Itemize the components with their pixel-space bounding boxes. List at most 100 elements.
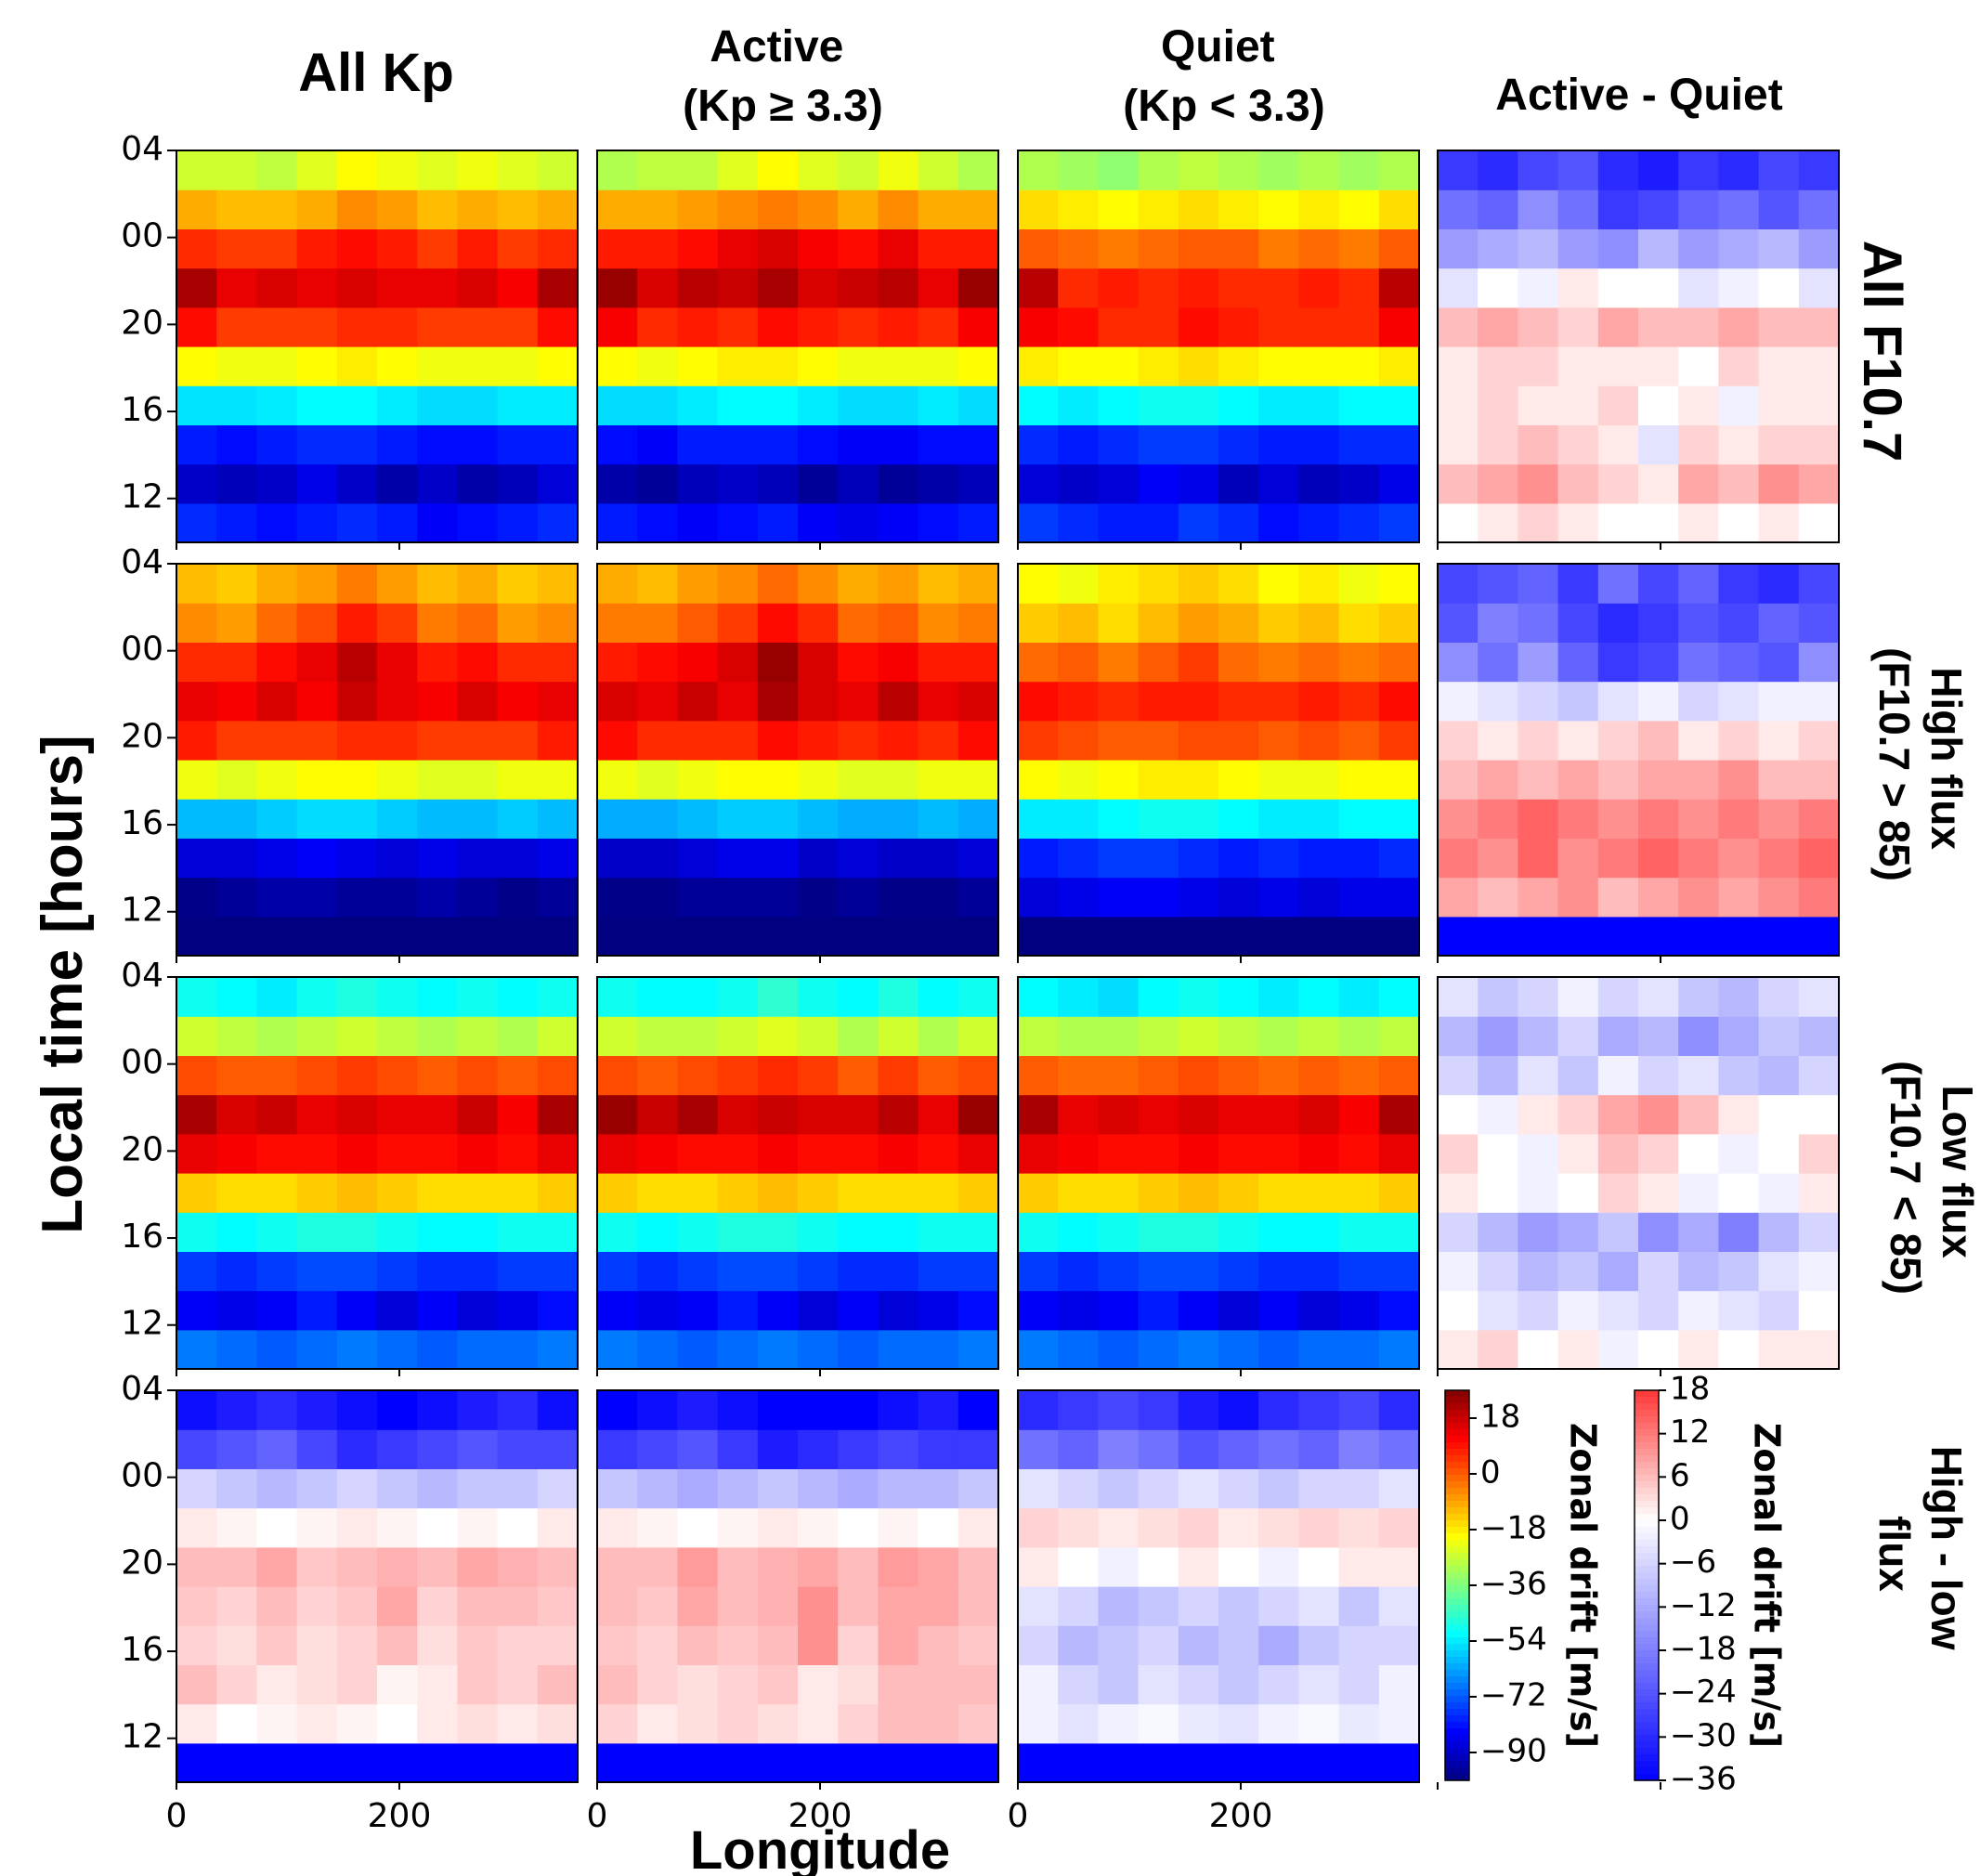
heatmap-cell [757, 1055, 799, 1096]
heatmap-cell [176, 1546, 217, 1587]
heatmap-cell [1678, 306, 1719, 347]
heatmap-cell [1798, 1016, 1840, 1056]
heatmap-cell [1798, 977, 1840, 1017]
heatmap-cell [838, 1251, 879, 1292]
heatmap-cell [1478, 1173, 1518, 1213]
heatmap-cell [878, 1664, 919, 1705]
heatmap-cell [838, 1507, 879, 1548]
heatmap-cell [1338, 150, 1380, 190]
heatmap-cell [1438, 424, 1478, 465]
heatmap-cell [1718, 424, 1760, 465]
colorbar-segment [1445, 1559, 1469, 1567]
colorbar-segment [1635, 1741, 1659, 1749]
heatmap-cell [457, 267, 499, 308]
heatmap-cell [1098, 463, 1140, 504]
heatmap-cell [1597, 306, 1639, 347]
heatmap-cell [1557, 564, 1599, 604]
heatmap-cell [717, 1094, 759, 1135]
heatmap-cell [878, 838, 919, 879]
heatmap-cell [1438, 346, 1478, 386]
heatmap-cell [1258, 1133, 1299, 1174]
heatmap-cell [1258, 1390, 1299, 1430]
heatmap-cell [417, 1664, 458, 1705]
heatmap-cell [1478, 346, 1518, 386]
heatmap-cell [1258, 1016, 1299, 1056]
heatmap-cell [377, 838, 418, 879]
colorbar-segment [1445, 1761, 1469, 1768]
heatmap-cell [457, 603, 499, 643]
heatmap-cell [377, 681, 418, 722]
heatmap-cell [637, 1742, 678, 1783]
heatmap-cell [918, 502, 959, 543]
heatmap-cell [878, 977, 919, 1017]
heatmap-cell [457, 1742, 499, 1783]
heatmap-cell [1018, 977, 1059, 1017]
heatmap-cell [216, 1703, 257, 1744]
heatmap-cell [336, 1507, 378, 1548]
heatmap-cell [798, 1390, 839, 1430]
heatmap-cell [597, 1173, 638, 1213]
heatmap-cell [1678, 916, 1719, 957]
colorbar-tick-label: −24 [1670, 1674, 1737, 1711]
heatmap-cell [637, 385, 678, 425]
heatmap-cell [417, 267, 458, 308]
heatmap-cell [1557, 189, 1599, 229]
heatmap-cell [1178, 720, 1219, 761]
heatmap-cell [1597, 564, 1639, 604]
heatmap-cell [1178, 1390, 1219, 1430]
heatmap-cell [537, 1664, 579, 1705]
heatmap-cell [1557, 977, 1599, 1017]
heatmap-cell [957, 877, 999, 918]
heatmap-cell [918, 760, 959, 800]
heatmap-cell [497, 1429, 539, 1469]
heatmap-cell [838, 1329, 879, 1370]
heatmap-cell [677, 1390, 719, 1430]
colorbar-segment [1445, 1644, 1469, 1651]
heatmap-cell [878, 1586, 919, 1626]
heatmap-cell [1338, 1055, 1380, 1096]
heatmap-cell [336, 1055, 378, 1096]
heatmap-cell [1098, 720, 1140, 761]
heatmap-cell [1218, 228, 1259, 269]
heatmap-cell [497, 306, 539, 347]
heatmap-cell [957, 1742, 999, 1783]
heatmap-cell [417, 1625, 458, 1665]
heatmap-cell [1058, 603, 1099, 643]
heatmap-cell [1557, 306, 1599, 347]
heatmap-cell [1798, 424, 1840, 465]
colorbar-segment [1445, 1741, 1469, 1749]
heatmap-cell [1258, 720, 1299, 761]
colorbar-segment [1445, 1767, 1469, 1775]
heatmap-cell [1718, 189, 1760, 229]
heatmap-cell [1718, 1016, 1760, 1056]
heatmap-cell [957, 1468, 999, 1509]
heatmap-cell [757, 1742, 799, 1783]
heatmap-panel-r4-all-kp [176, 1389, 579, 1783]
heatmap-cell [1557, 1133, 1599, 1174]
heatmap-cell [1557, 267, 1599, 308]
heatmap-cell [1718, 306, 1760, 347]
heatmap-cell [597, 799, 638, 839]
heatmap-cell [216, 1468, 257, 1509]
heatmap-cell [216, 1016, 257, 1056]
heatmap-cell [1638, 977, 1679, 1017]
heatmap-cell [1098, 799, 1140, 839]
panel-frame [596, 150, 999, 543]
heatmap-cell [597, 1290, 638, 1331]
heatmap-cell [1718, 642, 1760, 683]
heatmap-cell [918, 603, 959, 643]
heatmap-cell [256, 1664, 298, 1705]
heatmap-cell [1058, 916, 1099, 957]
heatmap-cell [1378, 1329, 1420, 1370]
heatmap-cell [1758, 385, 1800, 425]
heatmap-cell [497, 1212, 539, 1252]
heatmap-cell [417, 1016, 458, 1056]
heatmap-cell [1258, 189, 1299, 229]
heatmap-cell [1258, 346, 1299, 386]
heatmap-cell [1338, 1468, 1380, 1509]
heatmap-cell [296, 1212, 338, 1252]
heatmap-cell [377, 760, 418, 800]
heatmap-cell [336, 502, 378, 543]
heatmap-cell [1378, 1546, 1420, 1587]
heatmap-cell [637, 1290, 678, 1331]
